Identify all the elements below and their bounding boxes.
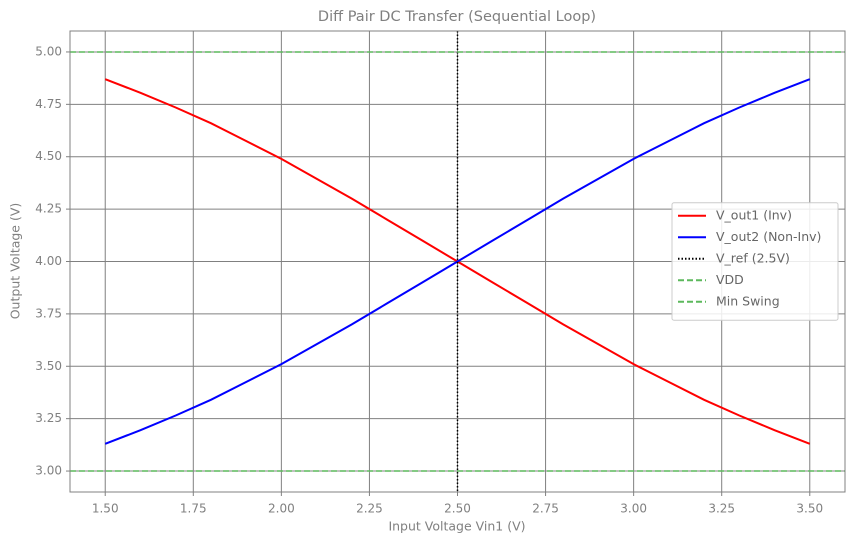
y-tick-label: 4.00: [35, 254, 62, 268]
legend-label: VDD: [716, 272, 744, 287]
legend-label: V_ref (2.5V): [716, 250, 790, 265]
y-tick-label: 5.00: [35, 44, 62, 58]
y-tick-label: 4.75: [35, 97, 62, 111]
legend-label: V_out1 (Inv): [716, 207, 792, 222]
legend-label: V_out2 (Non-Inv): [716, 229, 821, 244]
y-tick-label: 3.50: [35, 359, 62, 373]
x-tick-label: 2.25: [356, 502, 383, 516]
x-tick-label: 2.75: [532, 502, 559, 516]
legend-label: Min Swing: [716, 293, 780, 308]
y-tick-label: 4.25: [35, 202, 62, 216]
line-series: [104, 78, 811, 445]
x-tick-label: 2.00: [268, 502, 295, 516]
x-tick-label: 3.00: [620, 502, 647, 516]
x-tick-label: 3.25: [708, 502, 735, 516]
x-tick-label: 3.50: [796, 502, 823, 516]
x-tick-label: 2.50: [444, 502, 471, 516]
chart-title: Diff Pair DC Transfer (Sequential Loop): [318, 9, 596, 25]
y-tick-label: 3.25: [35, 411, 62, 425]
x-tick-label: 1.75: [180, 502, 207, 516]
y-tick-label: 3.75: [35, 306, 62, 320]
plot-frame: [69, 30, 846, 493]
y-tick-label: 4.50: [35, 149, 62, 163]
legend: V_out1 (Inv) V_out2 (Non-Inv) V_ref (2.5V)…: [671, 202, 839, 321]
y-tick-label: 3.00: [35, 464, 62, 478]
y-axis-label: Output Voltage (V): [8, 203, 23, 320]
x-axis-label: Input Voltage Vin1 (V): [388, 519, 525, 534]
legend-box: [671, 202, 839, 321]
x-tick-label: 1.50: [92, 502, 119, 516]
